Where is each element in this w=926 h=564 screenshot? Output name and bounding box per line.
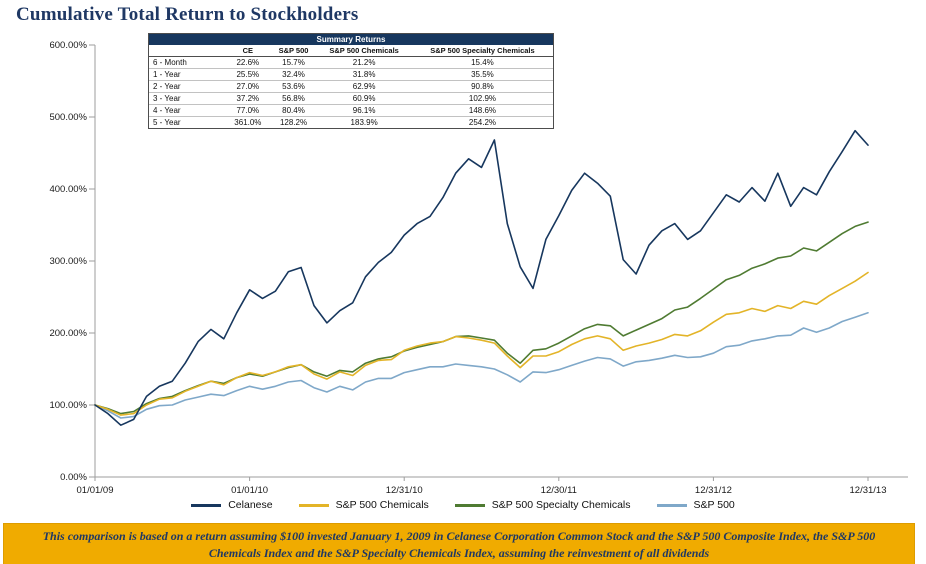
return-value: 361.0% xyxy=(234,118,262,127)
return-value: 53.6% xyxy=(270,80,317,93)
return-value: 15.7% xyxy=(270,56,317,69)
y-tick-label: 500.00% xyxy=(49,112,87,123)
legend-swatch-s-p-500 xyxy=(656,503,687,507)
footnote-text: This comparison is based on a return ass… xyxy=(42,529,876,560)
x-tick-label: 12/30/11 xyxy=(541,485,577,496)
return-value: 35.5% xyxy=(411,68,553,81)
return-value: 22.6% xyxy=(225,56,271,69)
row-label: 2 - Year xyxy=(149,80,225,93)
return-value: 254.2% xyxy=(468,118,497,127)
table-row-4-year: 4 - Year 77.0% 80.4% 96.1% 148.6% xyxy=(149,104,553,117)
legend-label: S&P 500 Chemicals xyxy=(335,499,429,511)
row-label: 6 - Month xyxy=(149,56,225,69)
summary-returns-grid: CE S&P 500 S&P 500 Chemicals S&P 500 Specia… xyxy=(149,45,553,128)
x-tick-label: 12/31/12 xyxy=(695,485,732,496)
return-value: 148.6% xyxy=(411,104,553,117)
return-value: 31.8% xyxy=(316,68,412,81)
y-tick-label: 100.00% xyxy=(49,400,87,411)
x-tick-label: 01/01/10 xyxy=(231,485,268,496)
summary-table-title: Summary Returns xyxy=(149,34,553,45)
table-row-2-year: 2 - Year 27.0% 53.6% 62.9% 90.8% xyxy=(149,80,553,93)
legend-label: S&P 500 Specialty Chemicals xyxy=(491,499,631,511)
x-tick-label: 01/01/09 xyxy=(77,485,114,496)
legend-label: Celanese xyxy=(228,499,273,511)
return-value: 56.8% xyxy=(270,92,317,105)
row-label: 3 - Year xyxy=(149,92,225,105)
table-col-header-period xyxy=(149,45,225,57)
row-label: 1 - Year xyxy=(149,68,225,81)
page-title: Cumulative Total Return to Stockholders xyxy=(16,4,359,25)
legend-swatch-celanese xyxy=(191,503,222,507)
return-value: 32.4% xyxy=(270,68,317,81)
table-row-1-year: 1 - Year 25.5% 32.4% 31.8% 35.5% xyxy=(149,68,553,81)
y-tick-label: 300.00% xyxy=(49,256,87,267)
line-chart: 0.00% 100.00% 200.00% 300.00% 400.00% 500.00%… xyxy=(49,40,908,496)
table-col-header-s-p-500-specialty-chemicals: S&P 500 Specialty Chemicals xyxy=(411,45,553,57)
table-col-header-s-p-500: S&P 500 xyxy=(270,45,317,57)
table-row-5-year: 5 - Year 361.0% 128.2% 183.9% 254.2% xyxy=(149,117,553,129)
series-line-s-p-500 xyxy=(94,311,869,419)
return-value: 62.9% xyxy=(316,80,412,93)
table-col-header-ce: CE xyxy=(225,45,271,57)
return-value: 60.9% xyxy=(316,92,412,105)
legend-item-s-p-500-specialty-chemicals: S&P 500 Specialty Chemicals xyxy=(454,499,631,511)
row-label: 5 - Year xyxy=(153,118,181,127)
return-value: 102.9% xyxy=(411,92,553,105)
chart-legend: Celanese S&P 500 Chemicals S&P 500 Special… xyxy=(0,499,926,511)
return-value: 96.1% xyxy=(316,104,412,117)
return-value: 80.4% xyxy=(270,104,317,117)
table-col-header-s-p-500-chemicals: S&P 500 Chemicals xyxy=(316,45,412,57)
return-value: 37.2% xyxy=(225,92,271,105)
return-value: 25.5% xyxy=(225,68,271,81)
return-value: 27.0% xyxy=(225,80,271,93)
return-value: 128.2% xyxy=(279,118,308,127)
y-tick-label: 200.00% xyxy=(49,328,87,339)
legend-item-celanese: Celanese xyxy=(191,499,273,511)
footnote-band: This comparison is based on a return ass… xyxy=(3,523,915,564)
return-value: 90.8% xyxy=(411,80,553,93)
legend-item-s-p-500: S&P 500 xyxy=(656,499,735,511)
y-tick-label: 600.00% xyxy=(49,40,87,51)
table-row-3-year: 3 - Year 37.2% 56.8% 60.9% 102.9% xyxy=(149,92,553,105)
legend-item-s-p-500-chemicals: S&P 500 Chemicals xyxy=(298,499,429,511)
y-tick-label: 0.00% xyxy=(60,472,87,483)
row-label: 4 - Year xyxy=(149,104,225,117)
x-tick-label: 12/31/10 xyxy=(386,485,423,496)
series-line-s-p-500-chemicals xyxy=(94,271,869,416)
series-line-celanese xyxy=(94,129,869,427)
legend-label: S&P 500 xyxy=(693,499,735,511)
series-line-s-p-500-specialty-chemicals xyxy=(94,221,869,415)
return-value: 183.9% xyxy=(350,118,378,127)
table-row-6-month: 6 - Month 22.6% 15.7% 21.2% 15.4% xyxy=(149,56,553,69)
return-value: 21.2% xyxy=(316,56,412,69)
x-tick-label: 12/31/13 xyxy=(850,485,887,496)
return-value: 15.4% xyxy=(411,56,553,69)
legend-swatch-s-p-500-specialty-chemicals xyxy=(454,503,485,507)
y-tick-label: 400.00% xyxy=(49,184,87,195)
legend-swatch-s-p-500-chemicals xyxy=(298,503,329,507)
return-value: 77.0% xyxy=(225,104,271,117)
summary-returns-table: Summary Returns CE S&P 500 S&P 500 Chemica… xyxy=(148,33,554,129)
